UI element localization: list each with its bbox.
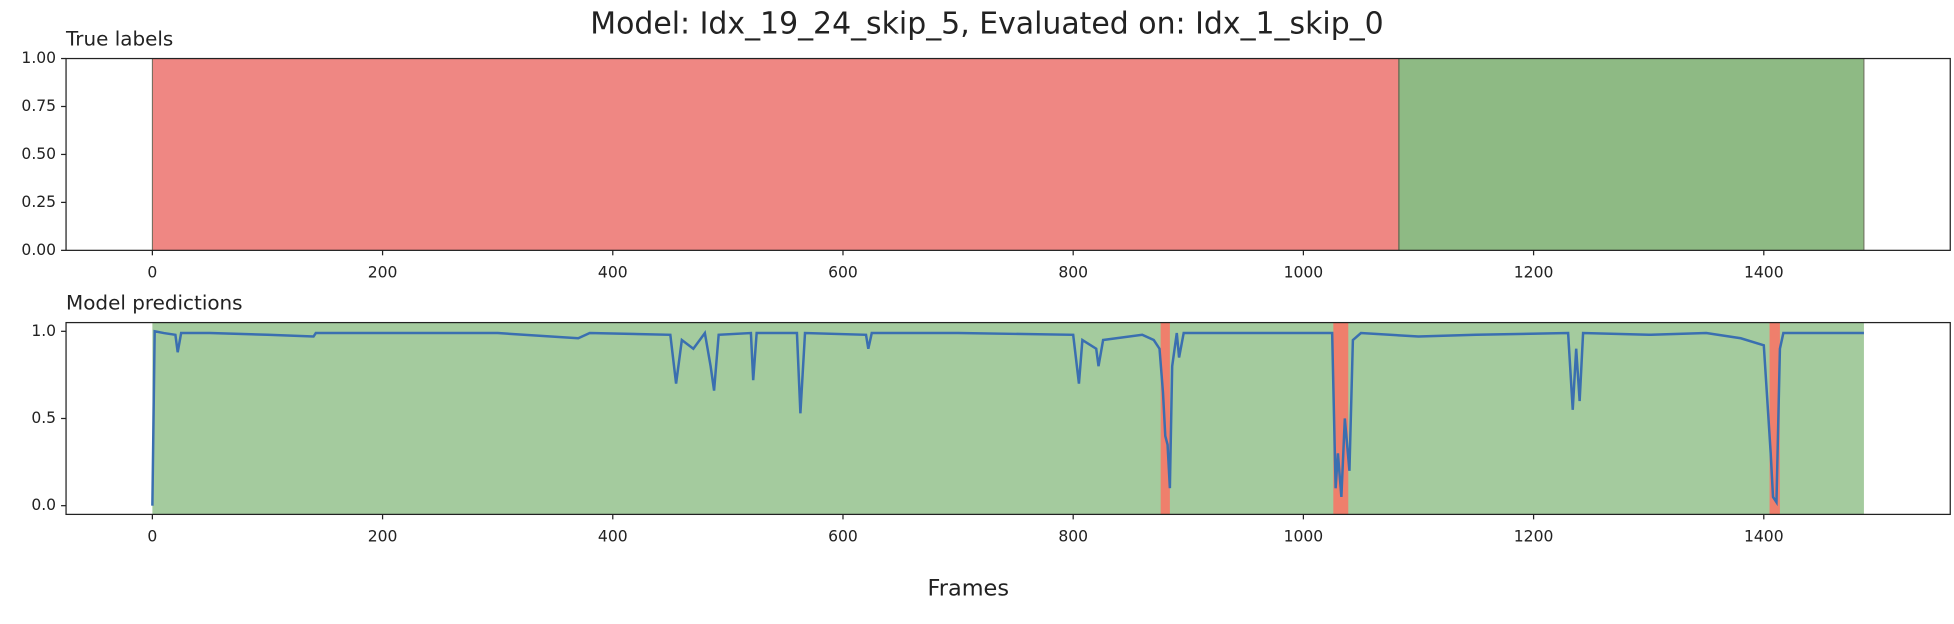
y-tick-label: 0.75 — [21, 97, 56, 115]
y-tick-label: 0.25 — [21, 193, 56, 211]
y-tick-label: 1.0 — [31, 322, 56, 340]
x-tick-label: 800 — [1058, 527, 1088, 545]
y-tick-label: 0.5 — [31, 409, 56, 427]
x-tick-label: 600 — [828, 263, 858, 281]
x-tick-label: 1200 — [1514, 263, 1554, 281]
span — [1769, 322, 1780, 515]
x-tick-label: 0 — [147, 263, 157, 281]
x-tick-label: 200 — [368, 527, 398, 545]
x-tick-label: 1000 — [1284, 263, 1324, 281]
x-axis-label: Frames — [928, 576, 1010, 602]
x-tick-label: 1200 — [1514, 527, 1554, 545]
x-tick-label: 1000 — [1284, 527, 1324, 545]
x-tick-label: 600 — [828, 527, 858, 545]
x-tick-label: 0 — [147, 527, 157, 545]
prediction-line — [151, 329, 1864, 507]
x-tick-label: 200 — [368, 263, 398, 281]
y-tick-label: 0.00 — [21, 241, 56, 259]
y-tick-label: 0.50 — [21, 145, 56, 163]
subplot-title: Model predictions — [66, 291, 243, 314]
x-tick-label: 1400 — [1744, 527, 1784, 545]
span — [152, 322, 1864, 515]
figure-title: Model: Idx_19_24_skip_5, Evaluated on: I… — [590, 6, 1383, 41]
y-tick-label: 0.0 — [31, 496, 56, 514]
x-tick-label: 800 — [1058, 263, 1088, 281]
x-tick-label: 400 — [598, 263, 628, 281]
x-tick-label: 400 — [598, 527, 628, 545]
subplot-title: True labels — [65, 27, 173, 50]
span — [152, 58, 1399, 251]
y-tick-label: 1.00 — [21, 49, 56, 67]
x-tick-label: 1400 — [1744, 263, 1784, 281]
span — [1398, 58, 1864, 251]
